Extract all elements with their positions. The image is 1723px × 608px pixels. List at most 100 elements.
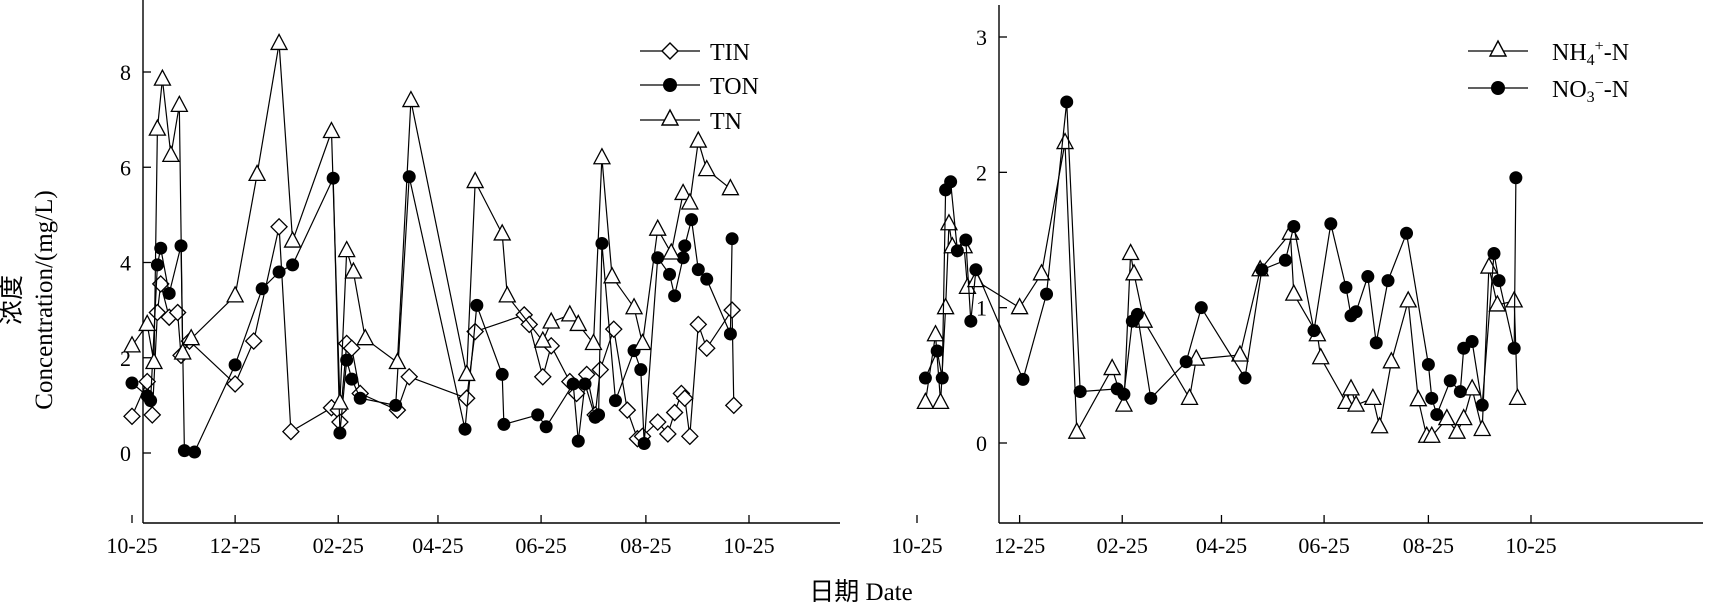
data-point-tin: [226, 375, 245, 393]
y-axis-label-en: Concentration/(mg/L): [31, 190, 58, 409]
data-point-nh4-n: [1010, 297, 1029, 315]
data-point-nh4-n: [1032, 263, 1051, 281]
data-point-ton: [340, 353, 354, 367]
data-point-nh4-n: [1508, 387, 1527, 405]
data-point-tn: [542, 311, 561, 329]
data-point-ton: [668, 289, 682, 303]
data-point-nh4-n: [1399, 290, 1418, 308]
data-point-no3-n: [1349, 305, 1363, 319]
data-point-no3-n: [1287, 219, 1301, 233]
left-y-tick-label: 0: [120, 441, 131, 466]
data-point-no3-n: [950, 244, 964, 258]
data-point-no3-n: [964, 314, 978, 328]
legend-label-nh4: NH4+-N: [1552, 38, 1629, 69]
data-point-no3-n: [1307, 324, 1321, 338]
data-point-no3-n: [1400, 226, 1414, 240]
data-point-nh4-n: [1230, 344, 1250, 362]
data-point-ton: [531, 408, 545, 422]
left-x-tick-label: 12-25: [209, 533, 260, 558]
data-point-nh4-n: [936, 297, 955, 315]
data-point-nh4-n: [1479, 256, 1499, 274]
data-point-tin: [123, 407, 141, 426]
data-point-ton: [678, 239, 692, 253]
data-point-nh4-n: [1363, 387, 1382, 405]
left-x-tick-label: 06-25: [515, 533, 566, 558]
data-point-no3-n: [1238, 371, 1252, 385]
data-point-no3-n: [1339, 280, 1353, 294]
right-x-tick-label: 12-25: [994, 533, 1045, 558]
data-point-nh4-n: [1437, 408, 1456, 426]
data-point-no3-n: [1016, 372, 1030, 386]
data-point-nh4-n: [1346, 394, 1366, 412]
data-point-nh4-n: [1454, 408, 1473, 426]
data-point-tn: [161, 144, 180, 162]
data-point-nh4-n: [1341, 378, 1361, 396]
data-point-no3-n: [918, 371, 932, 385]
data-point-tin: [270, 217, 288, 236]
series-line-ton: [131, 176, 733, 453]
data-point-ton: [125, 376, 139, 390]
data-point-ton: [691, 263, 705, 277]
data-point-ton: [592, 408, 606, 422]
legend-label-tn: TN: [710, 109, 742, 135]
data-point-ton: [389, 398, 403, 412]
legend-marker-tn: [660, 108, 680, 126]
data-point-ton: [188, 445, 202, 459]
data-point-nh4-n: [1409, 389, 1428, 407]
data-point-tn: [170, 94, 189, 112]
right-y-tick-label: 2: [976, 160, 987, 185]
data-point-tn: [283, 230, 302, 248]
legend-marker-ton: [663, 78, 677, 92]
data-point-nh4-n: [1336, 392, 1356, 410]
data-point-no3-n: [1475, 398, 1489, 412]
data-point-ton: [144, 394, 158, 408]
data-point-tin: [281, 422, 300, 441]
data-point-no3-n: [935, 371, 949, 385]
data-point-tn: [493, 223, 512, 241]
data-point-no3-n: [1430, 408, 1444, 422]
left-x-tick-label: 02-25: [313, 533, 364, 558]
left-y-tick-label: 4: [120, 251, 131, 276]
right-x-tick-label: 06-25: [1298, 533, 1349, 558]
data-point-tin: [648, 413, 667, 431]
data-point-tn: [584, 333, 603, 351]
data-point-no3-n: [1130, 307, 1144, 321]
data-point-nh4-n: [1370, 416, 1389, 434]
data-point-tin: [143, 405, 162, 424]
data-point-ton: [345, 372, 359, 386]
data-point-tn: [122, 335, 142, 353]
data-point-tn: [356, 328, 375, 346]
data-point-tin: [689, 315, 708, 334]
data-point-nh4-n: [1284, 283, 1303, 301]
data-point-no3-n: [1509, 171, 1523, 185]
data-point-ton: [255, 282, 269, 296]
data-point-no3-n: [1060, 95, 1074, 109]
data-point-tin: [244, 332, 263, 351]
data-point-tn: [673, 183, 693, 201]
data-point-ton: [333, 426, 347, 440]
data-point-ton: [725, 232, 739, 246]
data-point-no3-n: [1324, 217, 1338, 231]
data-point-no3-n: [930, 344, 944, 358]
left-x-tick-label: 08-25: [620, 533, 671, 558]
data-point-tn: [182, 328, 201, 346]
data-point-tn: [697, 159, 716, 177]
data-point-tin: [680, 427, 699, 446]
data-point-nh4-n: [1473, 419, 1492, 437]
data-point-tn: [648, 218, 667, 236]
data-point-tin: [591, 360, 610, 379]
right-legend: NH4+-N NO3−-N: [1468, 38, 1629, 106]
data-point-nh4-n: [1114, 394, 1133, 412]
left-legend: TIN TON TN: [640, 40, 759, 135]
data-point-nh4-n: [1488, 294, 1507, 312]
data-point-ton: [634, 363, 648, 377]
right-x-tick-label: 04-25: [1196, 533, 1247, 558]
data-point-tn: [173, 342, 192, 360]
data-point-no3-n: [1492, 274, 1506, 288]
data-point-tn: [624, 297, 644, 315]
data-point-nh4-n: [1422, 425, 1441, 443]
data-point-no3-n: [959, 233, 973, 247]
data-point-nh4-n: [1124, 263, 1144, 281]
data-point-tn: [457, 364, 476, 382]
data-point-tn: [680, 192, 699, 210]
